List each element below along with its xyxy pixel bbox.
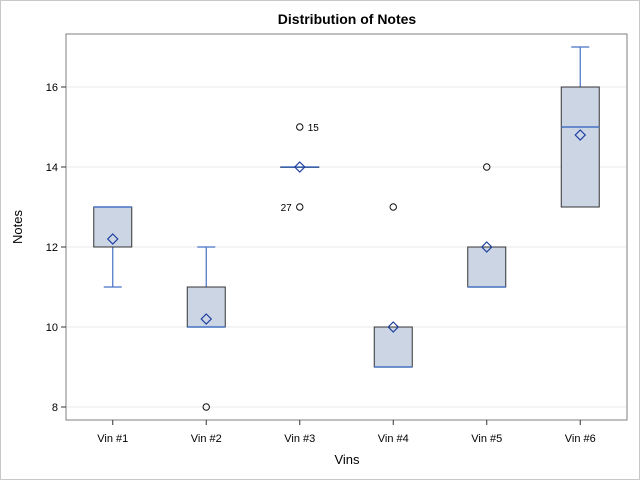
grid-lines [67, 86, 626, 408]
y-tick-label: 8 [52, 402, 58, 414]
box-vin-4 [373, 321, 413, 368]
y-axis-label: Notes [10, 210, 25, 244]
x-axis-label: Vins [334, 452, 360, 467]
y-tick-label: 12 [46, 242, 58, 254]
box-iqr [186, 286, 226, 328]
x-tick-label: Vin #1 [97, 433, 128, 445]
box-iqr [93, 206, 133, 248]
x-tick-label: Vin #6 [565, 433, 596, 445]
box-vin-5 [467, 241, 507, 288]
mean-marker [480, 241, 493, 253]
box-vin-1 [93, 206, 133, 288]
mean-marker [200, 313, 213, 325]
mean-marker [574, 129, 587, 141]
box-vin-2 [186, 246, 226, 328]
box-iqr [373, 326, 413, 368]
outlier-label: 27 [281, 203, 293, 214]
outlier-label: 15 [308, 123, 320, 134]
x-tick-label: Vin #4 [378, 433, 409, 445]
mean-marker [387, 321, 400, 333]
outlier-point [483, 163, 491, 171]
mean-marker [293, 161, 306, 173]
outlier-point [296, 203, 304, 211]
box-vin-6 [560, 46, 600, 208]
y-tick-label: 10 [46, 322, 58, 334]
mean-marker [106, 233, 119, 245]
outlier-point [202, 403, 210, 411]
x-tick-label: Vin #3 [284, 433, 315, 445]
box-iqr [467, 246, 507, 288]
box-vin-3 [280, 161, 320, 173]
box-iqr [560, 86, 600, 208]
x-tick-label: Vin #5 [471, 433, 502, 445]
y-tick-label: 16 [46, 82, 58, 94]
chart-title: Distribution of Notes [278, 11, 417, 27]
x-tick-label: Vin #2 [191, 433, 222, 445]
y-tick-label: 14 [46, 162, 58, 174]
outlier-point [296, 123, 304, 131]
y-axis: 8 10 12 14 16 [46, 82, 66, 414]
x-axis: Vin #1 Vin #2 Vin #3 Vin #4 Vin #5 Vin #6 [97, 420, 596, 445]
plot-area [65, 33, 628, 421]
outlier-point [389, 203, 397, 211]
boxes [93, 46, 600, 368]
